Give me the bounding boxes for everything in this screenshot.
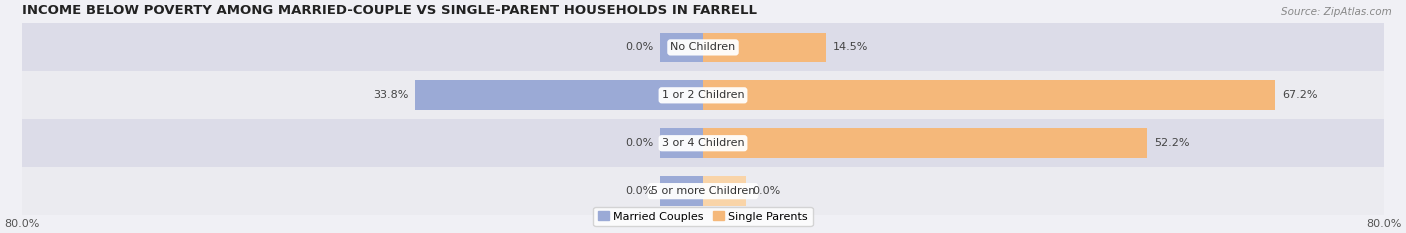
Text: INCOME BELOW POVERTY AMONG MARRIED-COUPLE VS SINGLE-PARENT HOUSEHOLDS IN FARRELL: INCOME BELOW POVERTY AMONG MARRIED-COUPL… [22,4,756,17]
Text: 0.0%: 0.0% [752,186,780,196]
Bar [22,71,1384,119]
Legend: Married Couples, Single Parents: Married Couples, Single Parents [593,207,813,226]
Text: 0.0%: 0.0% [626,186,654,196]
Bar [22,119,1384,167]
Text: 0.0%: 0.0% [626,138,654,148]
Text: 52.2%: 52.2% [1154,138,1189,148]
Text: 3 or 4 Children: 3 or 4 Children [662,138,744,148]
Text: 14.5%: 14.5% [834,42,869,52]
Bar [703,128,1147,158]
Bar [661,176,703,206]
Bar [703,33,827,62]
Bar [415,80,703,110]
Text: 5 or more Children: 5 or more Children [651,186,755,196]
Bar [22,24,1384,71]
Text: 1 or 2 Children: 1 or 2 Children [662,90,744,100]
Bar [661,33,703,62]
Bar [22,167,1384,215]
Bar [703,176,745,206]
Text: 0.0%: 0.0% [626,42,654,52]
Text: 33.8%: 33.8% [373,90,408,100]
Text: No Children: No Children [671,42,735,52]
Text: 67.2%: 67.2% [1282,90,1317,100]
Bar [661,128,703,158]
Bar [703,80,1275,110]
Text: Source: ZipAtlas.com: Source: ZipAtlas.com [1281,7,1392,17]
